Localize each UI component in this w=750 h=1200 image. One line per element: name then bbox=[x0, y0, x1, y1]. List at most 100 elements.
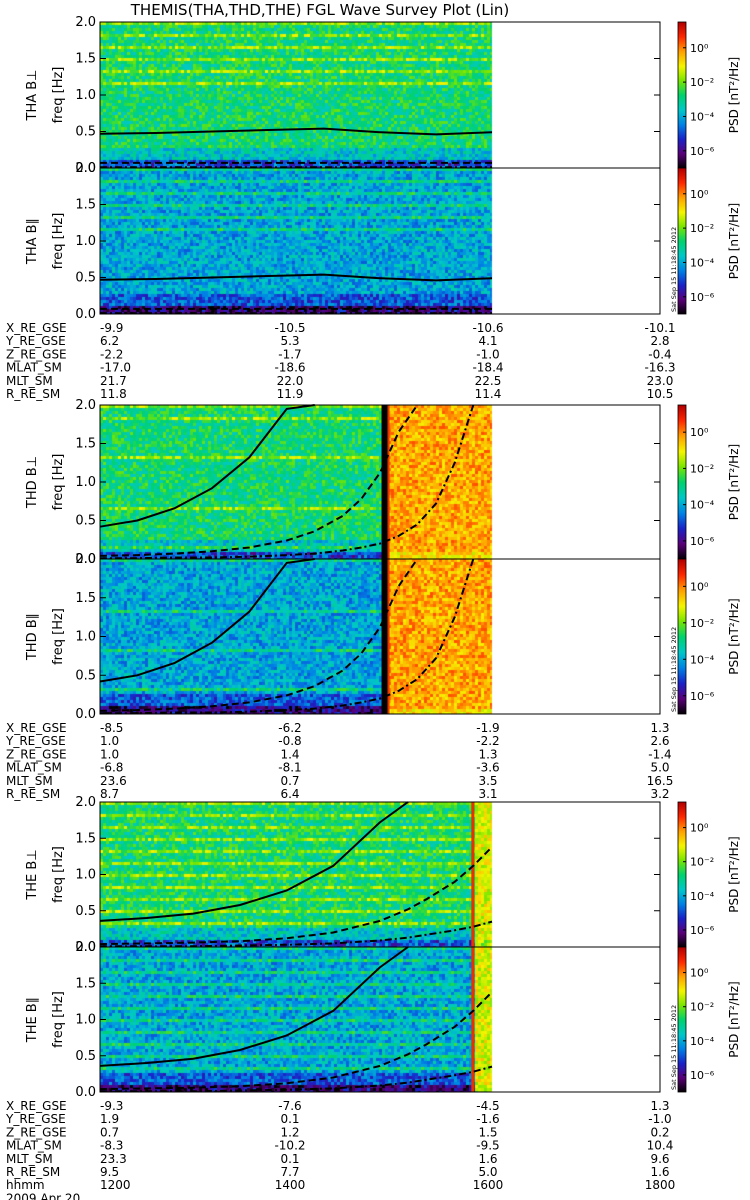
ytick-label: 2.0 bbox=[75, 161, 96, 176]
ytick-label: 1.0 bbox=[75, 630, 96, 645]
ytick-label: 0.5 bbox=[75, 125, 96, 140]
ephemeris-value: -6.2 bbox=[278, 721, 301, 735]
fce-curve-dashdot bbox=[100, 1065, 493, 1093]
ephemeris-value: -16.3 bbox=[644, 361, 675, 375]
ephemeris-value: 22.5 bbox=[475, 374, 502, 388]
ephemeris-value: 2.8 bbox=[650, 334, 669, 348]
panel-label: THD B∥ bbox=[25, 613, 40, 661]
ylabel: freq [Hz] bbox=[51, 213, 66, 270]
ytick-label: 1.0 bbox=[75, 868, 96, 883]
ytick-label: 0.5 bbox=[75, 271, 96, 286]
ephemeris-value: 1.9 bbox=[100, 1112, 119, 1126]
ephemeris-row-name: Y_RE_GSE bbox=[5, 1112, 66, 1126]
ephemeris-value: 16.5 bbox=[647, 774, 674, 788]
ytick-label: 0.0 bbox=[75, 707, 96, 722]
ephemeris-value: 10.5 bbox=[647, 387, 674, 401]
colorbar-tick-label: 10⁻⁶ bbox=[690, 145, 715, 158]
ytick-label: 0.0 bbox=[75, 307, 96, 322]
spectrogram-image bbox=[100, 559, 660, 714]
time-axis-label: hhmm bbox=[6, 1178, 45, 1192]
ephemeris-row-name: MLAT_SM bbox=[6, 361, 62, 375]
colorbar-tick-label: 10⁰ bbox=[690, 42, 709, 55]
colorbar-tick-label: 10⁻⁴ bbox=[690, 890, 715, 903]
colorbar-label: PSD [nT²/Hz] bbox=[727, 57, 741, 133]
fce-curve-solid bbox=[99, 404, 315, 528]
ephemeris-value: -4.5 bbox=[476, 1099, 499, 1113]
ephemeris-value: -9.5 bbox=[476, 1139, 499, 1153]
fce-curve-solid bbox=[99, 127, 493, 136]
spectrogram-panel-the-perp: 0.0 0.5 1.0 1.5 2.0 THE B⊥ freq [Hz] 10⁰ 10⁻² 10⁻… bbox=[25, 795, 741, 955]
ephemeris-value: 0.2 bbox=[650, 1125, 669, 1139]
ephemeris-value: -3.6 bbox=[476, 761, 499, 775]
ephemeris-row-name: X_RE_GSE bbox=[6, 721, 67, 735]
data-edge-stripe bbox=[387, 559, 390, 714]
ephemeris-value: -10.2 bbox=[274, 1139, 305, 1153]
colorbar-frame bbox=[677, 946, 687, 1093]
ephemeris-value: 1.5 bbox=[478, 1125, 497, 1139]
ephemeris-value: -7.6 bbox=[278, 1099, 301, 1113]
colorbar bbox=[678, 22, 686, 168]
spectrogram-panel-tha-perp: 0.0 0.5 1.0 1.5 2.0 THA B⊥ freq [Hz] 10⁰ 10⁻² 10⁻… bbox=[25, 15, 741, 176]
ytick-label: 1.5 bbox=[75, 437, 96, 452]
colorbar-tick-label: 10⁻⁴ bbox=[690, 1035, 715, 1048]
colorbar-tick-label: 10⁻⁴ bbox=[690, 499, 715, 512]
ytick-label: 2.0 bbox=[75, 940, 96, 955]
ephemeris-row-name: MLAT_SM bbox=[6, 761, 62, 775]
ephemeris-value: -8.1 bbox=[278, 761, 301, 775]
time-tick-label: 1600 bbox=[473, 1178, 504, 1192]
colorbar-frame bbox=[677, 167, 687, 315]
colorbar-tick-label: 10⁰ bbox=[690, 967, 709, 980]
ephemeris-value: 5.3 bbox=[280, 334, 299, 348]
data-gap-stripe bbox=[381, 405, 388, 559]
ytick-label: 1.5 bbox=[75, 831, 96, 846]
fce-curve-dashed bbox=[99, 846, 493, 946]
colorbar-frame bbox=[677, 558, 687, 715]
colorbar-tick-label: 10⁻⁴ bbox=[690, 256, 715, 269]
ephemeris-value: 10.4 bbox=[647, 1139, 674, 1153]
fce-curve-dashed bbox=[99, 404, 419, 557]
spectrogram-image bbox=[100, 168, 660, 314]
ephemeris-value: 11.8 bbox=[100, 387, 127, 401]
data-edge-stripe bbox=[387, 405, 390, 559]
ephemeris-row-name: MLT_SM bbox=[6, 1152, 53, 1166]
ephemeris-value: 4.1 bbox=[478, 334, 497, 348]
colorbar-label: PSD [nT²/Hz] bbox=[727, 598, 741, 674]
ephemeris-table-the: X_RE_GSE -9.3 -7.6 -4.5 1.3 Y_RE_GSE 1.9 0.1 -1.… bbox=[5, 1099, 673, 1179]
date-stamp: Sat Sep 15 11:18:45 2012 bbox=[670, 1005, 678, 1090]
ephemeris-value: 9.5 bbox=[100, 1165, 119, 1179]
spectrogram-image bbox=[100, 22, 660, 168]
ephemeris-row-name: R_RE_SM bbox=[6, 1165, 60, 1179]
ytick-label: 1.0 bbox=[75, 88, 96, 103]
ytick-label: 0.0 bbox=[75, 552, 96, 567]
ephemeris-row-name: Y_RE_GSE bbox=[5, 334, 66, 348]
colorbar-tick-label: 10⁻⁶ bbox=[690, 1069, 715, 1082]
panel-label: THD B⊥ bbox=[25, 456, 40, 509]
fce-curve-dashed bbox=[99, 558, 419, 712]
ephemeris-value: -1.4 bbox=[648, 747, 671, 761]
ephemeris-value: -17.0 bbox=[100, 361, 131, 375]
fce-curve-dashed bbox=[99, 991, 493, 1091]
time-tick-label: 1800 bbox=[645, 1178, 676, 1192]
fce-curve-dashdot bbox=[100, 558, 475, 715]
ephemeris-row-name: X_RE_GSE bbox=[6, 1099, 67, 1113]
ephemeris-row-name: Z_RE_GSE bbox=[6, 347, 67, 361]
ytick-label: 0.5 bbox=[75, 668, 96, 683]
time-axis-labels: hhmm 1200 1400 1600 1800 2009 Apr 20 bbox=[6, 1178, 675, 1200]
ephemeris-value: 11.9 bbox=[277, 387, 304, 401]
ephemeris-value: -2.2 bbox=[100, 347, 123, 361]
colorbar-tick-label: 10⁻² bbox=[690, 617, 714, 630]
colorbar-label: PSD [nT²/Hz] bbox=[727, 444, 741, 520]
ephemeris-value: 21.7 bbox=[100, 374, 127, 388]
ephemeris-row-name: Y_RE_GSE bbox=[5, 734, 66, 748]
spectrogram-panel-thd-para: 0.0 0.5 1.0 1.5 2.0 THD B∥ freq [Hz] 10⁰ 10⁻² 10⁻… bbox=[25, 552, 741, 722]
spectrogram-panel-the-para: 0.0 0.5 1.0 1.5 2.0 THE B∥ freq [Hz] 10⁰ 10⁻² 10⁻… bbox=[25, 940, 741, 1100]
colorbar-label: PSD [nT²/Hz] bbox=[727, 981, 741, 1057]
panel-label: THE B∥ bbox=[25, 997, 40, 1043]
colorbar-tick-label: 10⁻² bbox=[690, 222, 714, 235]
ephemeris-row-name: R_RE_SM bbox=[6, 387, 60, 401]
ephemeris-value: -1.9 bbox=[476, 721, 499, 735]
ephemeris-value: -10.6 bbox=[472, 321, 503, 335]
ephemeris-value: 3.1 bbox=[478, 787, 497, 801]
ephemeris-value: 1.3 bbox=[650, 721, 669, 735]
ephemeris-value: 3.5 bbox=[478, 774, 497, 788]
